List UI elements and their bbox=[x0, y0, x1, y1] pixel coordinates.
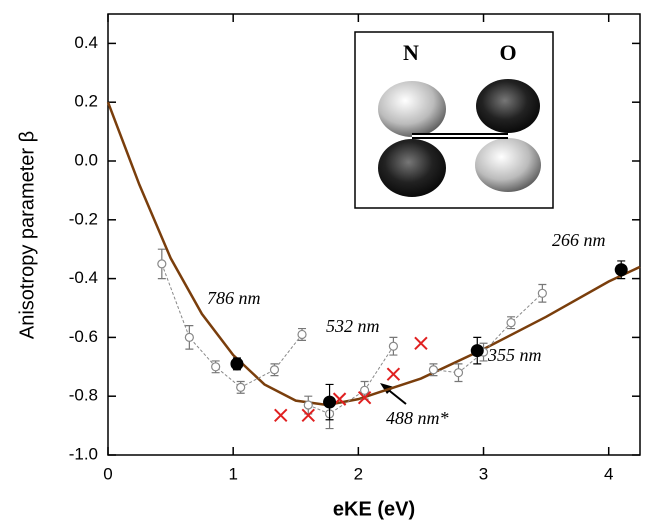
plot-frame bbox=[107, 13, 641, 456]
y-tick-label: -0.2 bbox=[69, 209, 98, 228]
data-point bbox=[428, 365, 439, 375]
data-point bbox=[414, 336, 428, 350]
data-point bbox=[301, 408, 315, 423]
inset: N O bbox=[354, 31, 554, 209]
data-point bbox=[236, 382, 246, 392]
x-tick-label: 1 bbox=[228, 464, 237, 483]
x-tick-label: 0 bbox=[103, 464, 112, 483]
data-point bbox=[303, 400, 313, 410]
data-point bbox=[388, 341, 399, 351]
annotation: 266 nm bbox=[552, 230, 606, 250]
data-point bbox=[506, 318, 516, 328]
inset-label: O bbox=[499, 40, 516, 65]
x-tick-label: 2 bbox=[354, 464, 363, 483]
data-point bbox=[297, 329, 307, 340]
annotation-arrow bbox=[380, 383, 407, 405]
annotation: 786 nm bbox=[207, 288, 261, 308]
data-point bbox=[323, 395, 337, 409]
y-tick-label: 0.0 bbox=[74, 150, 98, 169]
annotation: 488 nm* bbox=[386, 408, 449, 428]
data-point bbox=[230, 357, 244, 371]
data-point bbox=[274, 408, 288, 423]
inset-label: N bbox=[403, 40, 419, 65]
x-tick-label: 4 bbox=[604, 464, 613, 483]
data-point bbox=[211, 362, 221, 372]
dashed-line bbox=[161, 263, 303, 388]
y-tick-label: -1.0 bbox=[69, 444, 98, 463]
x-axis-label: eKE (eV) bbox=[333, 498, 415, 520]
data-point bbox=[386, 367, 401, 381]
data-point bbox=[157, 259, 167, 269]
data-point bbox=[360, 385, 370, 395]
y-tick-label: 0.4 bbox=[74, 33, 98, 52]
y-tick-label: 0.2 bbox=[74, 92, 98, 111]
data-point bbox=[614, 263, 628, 277]
data-point bbox=[269, 365, 280, 375]
data-point bbox=[453, 368, 464, 378]
y-tick-label: -0.4 bbox=[69, 268, 98, 287]
y-tick-label: -0.8 bbox=[69, 386, 98, 405]
dashed-line bbox=[308, 345, 394, 415]
annotation: 532 nm bbox=[326, 316, 380, 336]
x-tick-label: 3 bbox=[479, 464, 488, 483]
data-point bbox=[470, 344, 484, 358]
annotation: 355 nm bbox=[487, 345, 542, 365]
y-axis-label: Anisotropy parameter β bbox=[16, 131, 38, 339]
data-point bbox=[184, 332, 194, 342]
y-tick-label: -0.6 bbox=[69, 327, 98, 346]
data-point bbox=[357, 390, 372, 405]
data-point bbox=[537, 288, 547, 298]
